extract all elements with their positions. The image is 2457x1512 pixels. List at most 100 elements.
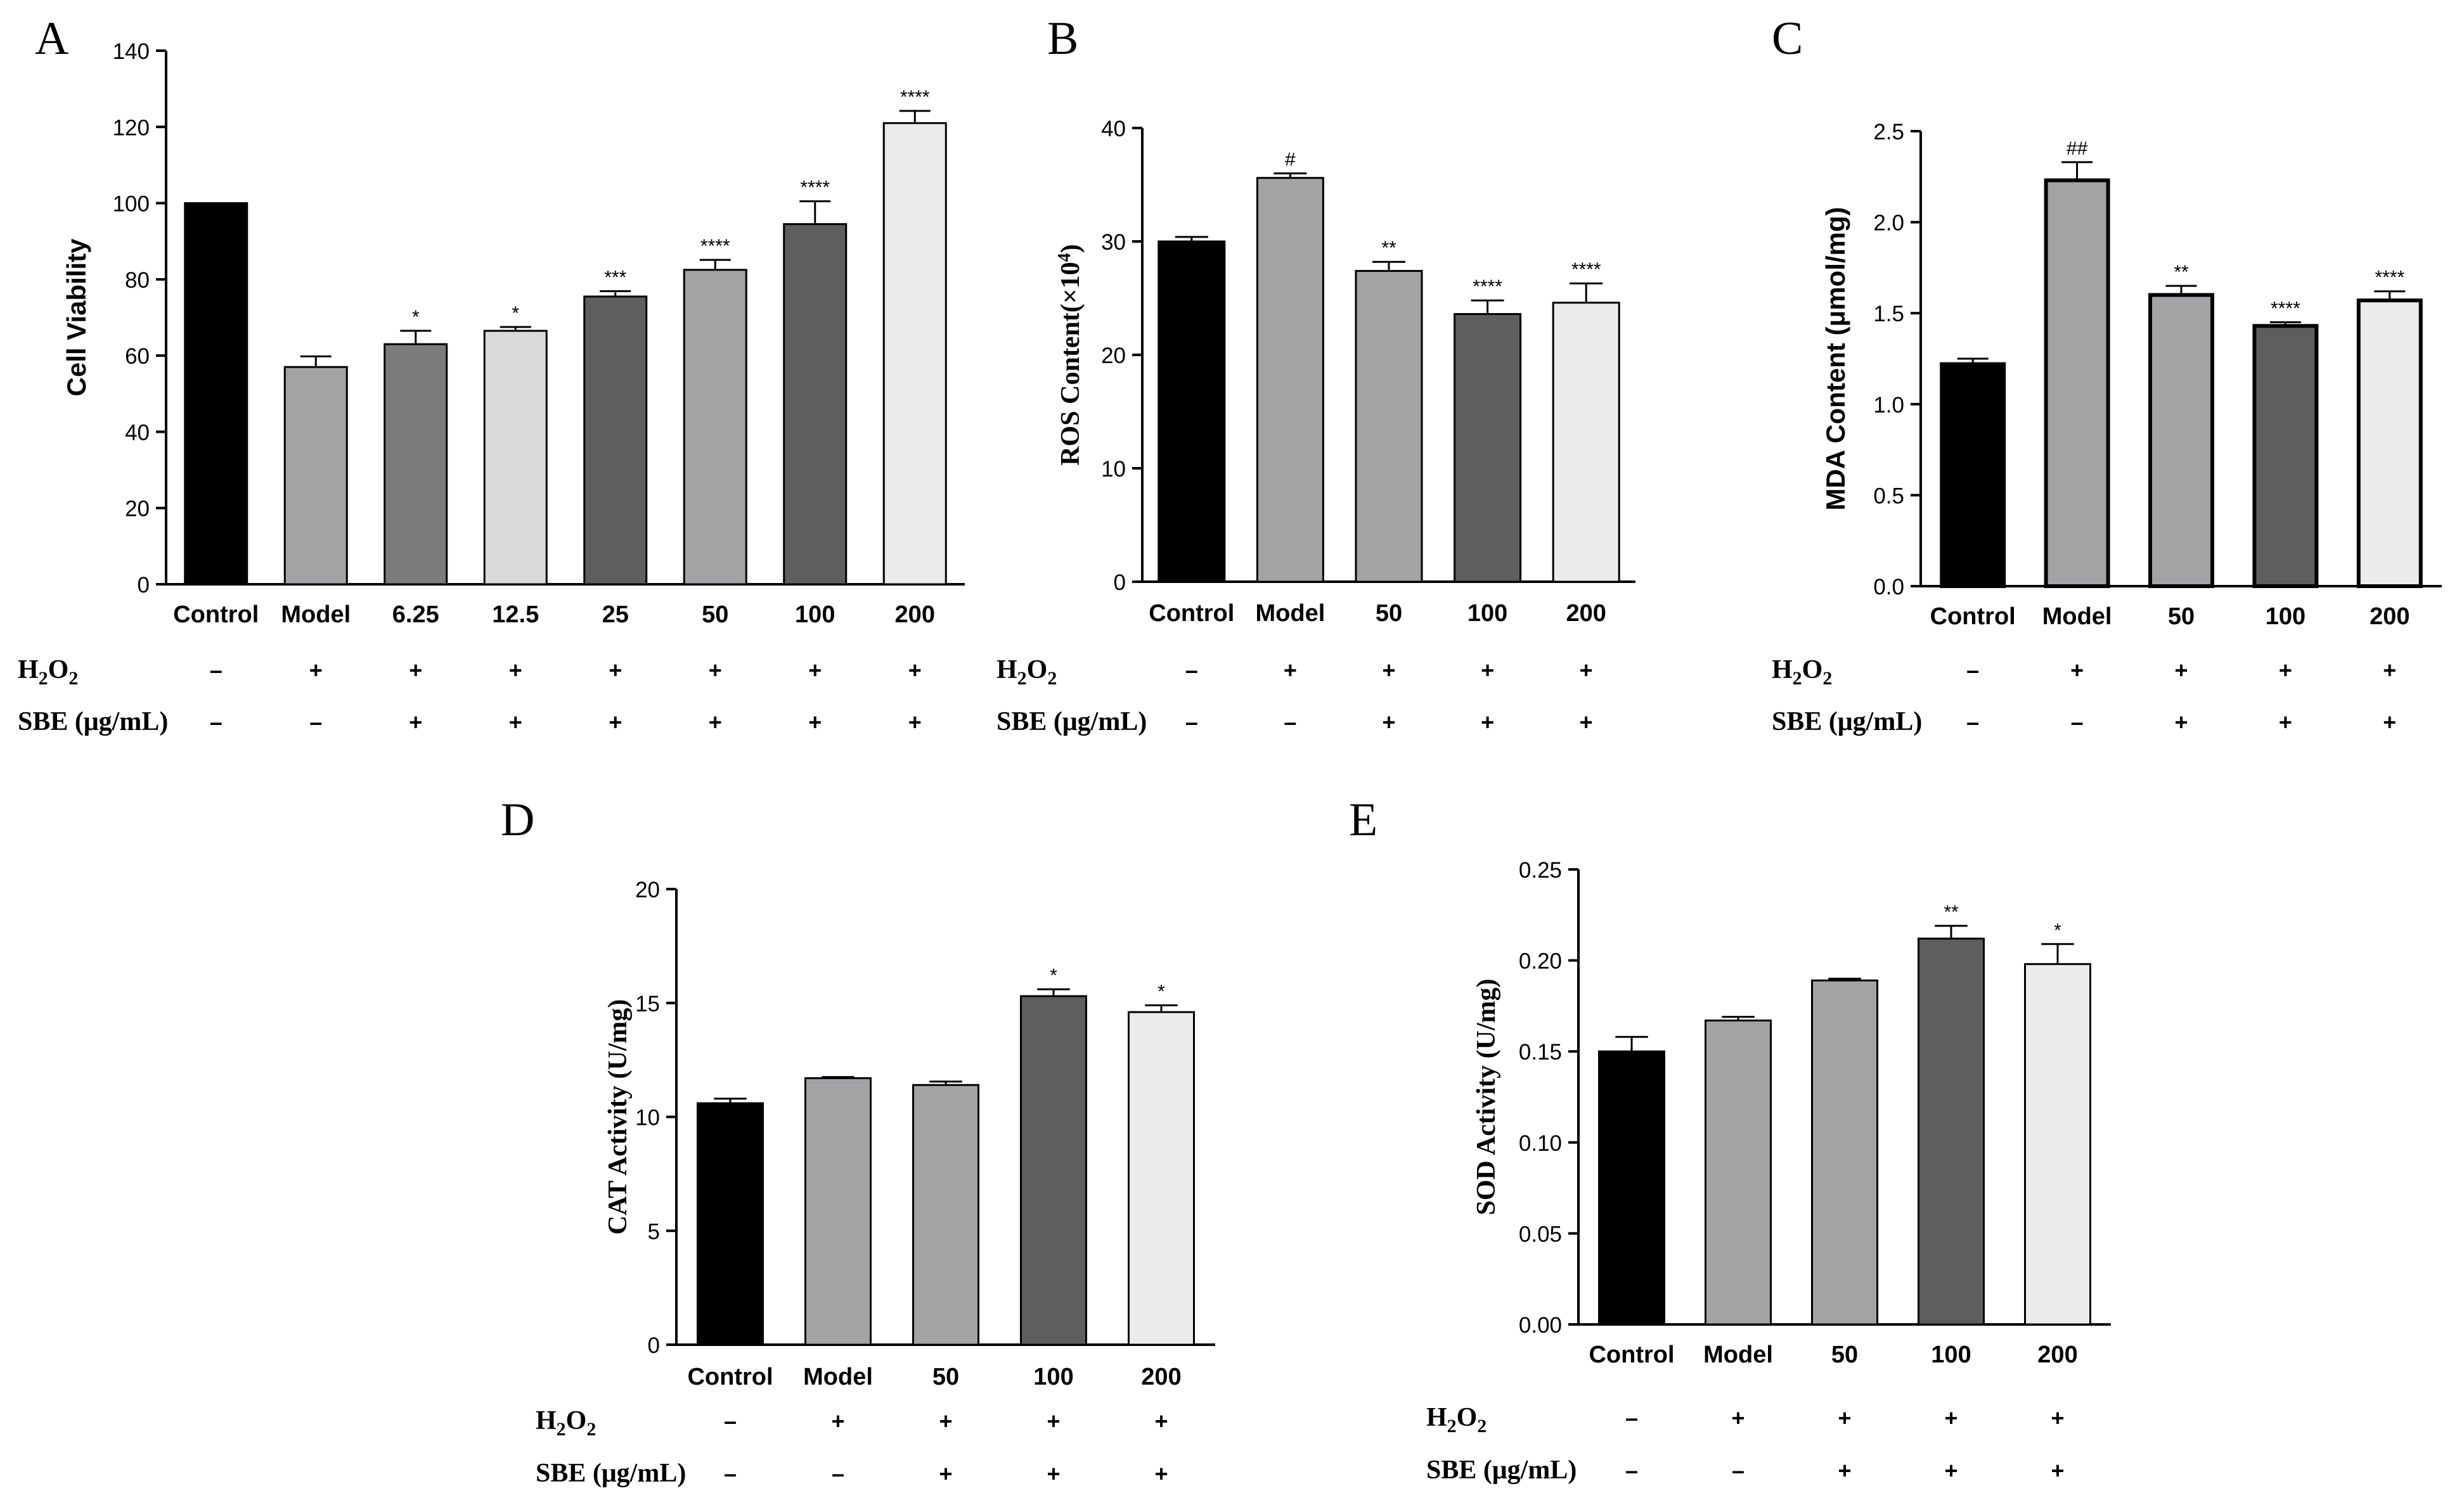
y-axis-label-main: CAT Activity (U/mg) (603, 999, 633, 1235)
y-tick-label: 2.5 (1873, 120, 1904, 144)
panel-a: A 0 20 40 60 80 100 120 140 Cell Viability Control… (18, 13, 965, 736)
x-tick-label: 50 (702, 601, 728, 628)
treatment-sign: + (609, 709, 622, 735)
treatment-sign: + (2174, 709, 2188, 735)
y-tick-label: 0 (1114, 570, 1126, 595)
treatment-sign: + (2051, 1405, 2064, 1431)
treatment-sign: + (609, 657, 622, 683)
treatment-sign: + (709, 709, 722, 735)
treatment-label-main: H (1426, 1403, 1447, 1432)
x-tick-label: Model (803, 1364, 873, 1390)
bar (1705, 1019, 1772, 1326)
bar (804, 1077, 872, 1346)
significance-mark: **** (800, 177, 830, 198)
treatment-label: SBE (μg/mL) (1426, 1456, 1577, 1485)
treatment-sign: + (509, 657, 522, 683)
y-axis-label-main: Cell Viability (61, 238, 91, 397)
x-tick-label: 100 (2266, 603, 2305, 630)
treatment-sign: + (1944, 1405, 1957, 1431)
treatment-sign: + (2383, 709, 2396, 735)
x-tick-label: 200 (1566, 600, 1606, 627)
treatment-sign: + (1838, 1458, 1851, 1483)
treatment-label: SBE (μg/mL) (1772, 707, 1922, 736)
bar (583, 295, 648, 586)
x-tick-label: 50 (1831, 1342, 1858, 1368)
y-axis-label-main: SOD Activity (U/mg) (1472, 978, 1501, 1215)
y-tick-label: 40 (125, 420, 150, 445)
bar (683, 269, 747, 586)
treatment-sign: – (210, 657, 222, 683)
y-tick-label: 0.5 (1873, 484, 1904, 508)
treatment-label: H2O2 (996, 655, 1057, 689)
treatment-label-main: SBE (μg/mL) (996, 707, 1147, 736)
bar (783, 223, 848, 586)
treatment-sign: + (939, 1461, 952, 1487)
x-tick-label: 50 (1376, 600, 1402, 627)
y-tick-label: 1.0 (1873, 393, 1904, 418)
y-tick-label: 0.0 (1873, 575, 1904, 599)
y-tick-label: 0 (648, 1333, 660, 1358)
treatment-sign: – (1185, 709, 1198, 735)
bar (1918, 937, 1985, 1326)
y-tick-label: 80 (125, 268, 150, 293)
y-tick-label: 10 (1101, 457, 1126, 482)
significance-mark: **** (700, 236, 730, 257)
x-tick-label: Model (2042, 603, 2112, 630)
bar (2356, 298, 2423, 588)
bar (384, 343, 448, 586)
treatment-sign: + (1481, 709, 1494, 735)
bar (483, 330, 548, 586)
treatment-label-sub: 2 (39, 668, 48, 689)
x-tick-label: 200 (2370, 603, 2409, 630)
y-tick-label: 0.25 (1519, 858, 1562, 883)
y-axis-label: Cell Viability (61, 238, 91, 397)
treatment-sign: – (2071, 709, 2084, 735)
panel-e: E 0.00 0.05 0.10 0.15 0.20 0.25 SOD Activity (U… (1349, 794, 2111, 1485)
treatment-sign: + (1731, 1405, 1744, 1431)
treatment-label-sub: 2 (1477, 1416, 1486, 1437)
treatment-label: SBE (μg/mL) (18, 707, 168, 736)
bar (1454, 313, 1522, 583)
treatment-sign: + (1580, 709, 1593, 735)
y-tick-label: 100 (113, 192, 150, 217)
x-tick-label: 200 (1141, 1364, 1181, 1390)
treatment-label-mid: O (1027, 655, 1048, 684)
significance-mark: # (1285, 150, 1296, 170)
x-tick-label: Control (1930, 603, 2016, 630)
treatment-sign: – (832, 1461, 844, 1487)
y-tick-label: 0.00 (1519, 1313, 1562, 1338)
treatment-sign: + (1047, 1461, 1060, 1487)
significance-mark: ** (1944, 902, 1959, 923)
significance-mark: * (512, 303, 519, 324)
treatment-sign: – (1966, 709, 1979, 735)
significance-mark: **** (2271, 298, 2300, 319)
bar (1552, 302, 1620, 583)
significance-mark: **** (900, 87, 930, 108)
treatment-sign: – (1284, 709, 1296, 735)
treatment-sign: – (1625, 1405, 1638, 1431)
panel-b: B 0 10 20 30 40 ROS Content(×104) Control # Model… (996, 13, 1635, 736)
treatment-sign: + (2279, 709, 2292, 735)
x-tick-label: 50 (2168, 603, 2195, 630)
y-tick-label: 0.20 (1519, 949, 1562, 974)
x-tick-label: 100 (1931, 1342, 1971, 1368)
x-tick-label: 50 (932, 1364, 959, 1390)
y-axis-label: ROS Content(×104) (1055, 244, 1085, 465)
x-tick-label: Model (1703, 1342, 1773, 1368)
treatment-label-main: SBE (μg/mL) (1426, 1456, 1577, 1485)
treatment-label-sub: 2 (557, 1419, 566, 1440)
treatment-label-sub: 2 (68, 668, 78, 689)
significance-mark: ** (2174, 262, 2189, 283)
y-tick-label: 120 (113, 115, 150, 140)
treatment-sign: + (1047, 1408, 1060, 1434)
bar (1811, 979, 1878, 1326)
treatment-label: SBE (μg/mL) (536, 1459, 686, 1488)
treatment-sign: + (409, 657, 422, 683)
y-tick-label: 15 (635, 992, 660, 1016)
x-tick-label: Control (173, 601, 259, 628)
x-tick-label: 25 (602, 601, 629, 628)
significance-mark: * (1050, 965, 1057, 986)
treatment-sign: + (939, 1408, 952, 1434)
treatment-sign: + (808, 709, 822, 735)
treatment-sign: + (1154, 1461, 1168, 1487)
